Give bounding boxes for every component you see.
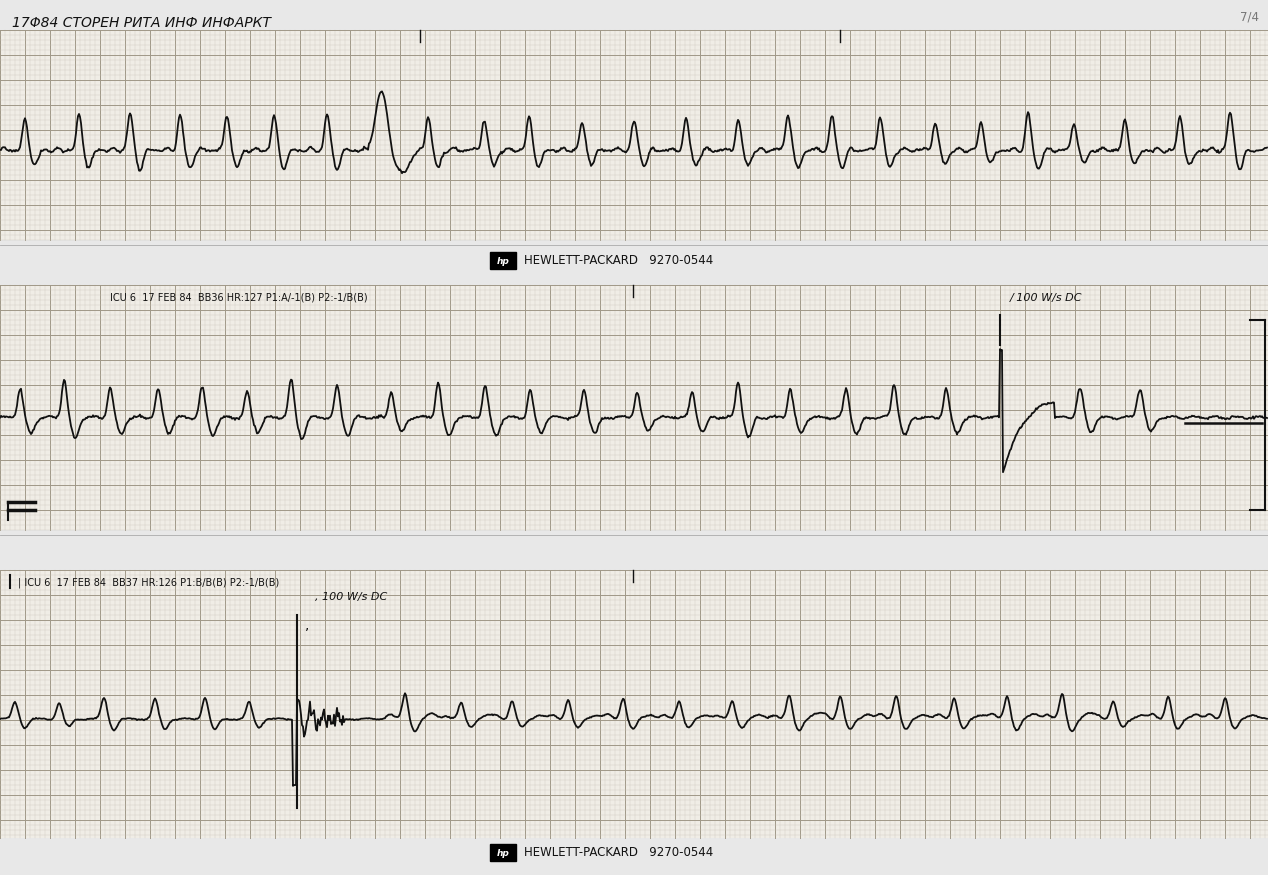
Bar [0, 285, 1268, 530]
Text: ICU 6  17 FEB 84  BB36 HR:127 P1:A/-1(B) P2:-1/B(B): ICU 6 17 FEB 84 BB36 HR:127 P1:A/-1(B) P… [110, 293, 368, 303]
Text: , 100 W/s DC: , 100 W/s DC [314, 592, 387, 602]
Text: HEWLETT-PACKARD   9270-0544: HEWLETT-PACKARD 9270-0544 [524, 255, 713, 268]
Bar [489, 252, 516, 269]
Text: 17Φ84 СТОРЕН РИТА ИНФ ИНФАРКТ: 17Φ84 СТОРЕН РИТА ИНФ ИНФАРКТ [11, 16, 271, 30]
Text: | ICU 6  17 FEB 84  BB37 HR:126 P1:B/B(B) P2:-1/B(B): | ICU 6 17 FEB 84 BB37 HR:126 P1:B/B(B) … [18, 578, 279, 589]
Text: ,: , [306, 618, 309, 632]
Bar [489, 844, 516, 861]
Bar [0, 30, 1268, 240]
Text: hp: hp [497, 256, 510, 265]
Text: 7/4: 7/4 [1240, 10, 1259, 23]
Text: / 100 W/s DC: / 100 W/s DC [1011, 293, 1083, 303]
Text: hp: hp [497, 849, 510, 858]
Text: HEWLETT-PACKARD   9270-0544: HEWLETT-PACKARD 9270-0544 [524, 846, 713, 859]
Bar [0, 570, 1268, 838]
